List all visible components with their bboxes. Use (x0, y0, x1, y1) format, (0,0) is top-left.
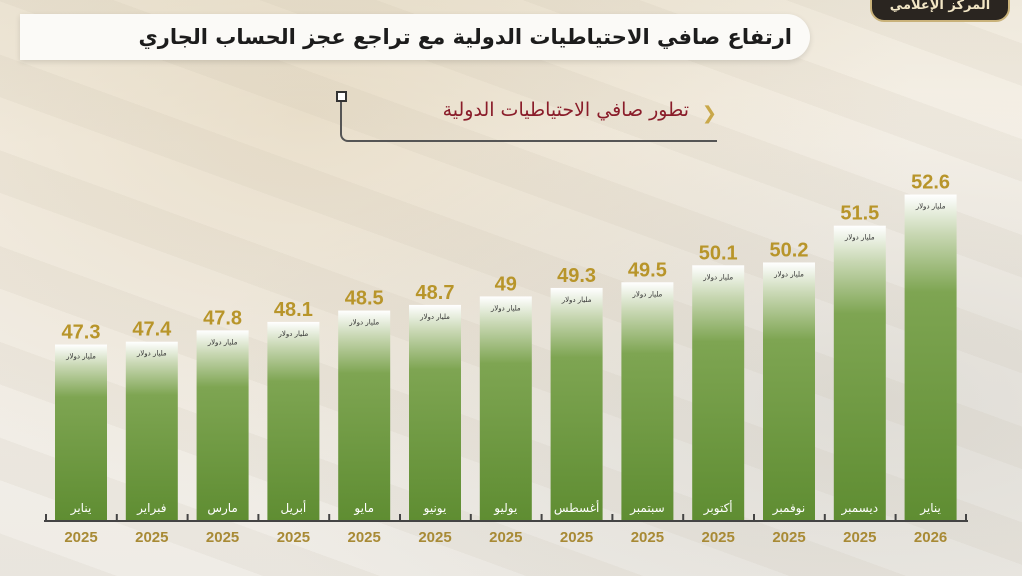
year-label: 2025 (772, 529, 805, 546)
chevron-icon: ❮ (701, 103, 717, 124)
value-label: 48.1 (274, 299, 313, 321)
value-label: 50.2 (770, 239, 809, 261)
value-label: 47.3 (62, 322, 101, 344)
month-label: أكتوبر (703, 500, 733, 516)
bar (763, 262, 815, 520)
value-label: 49.3 (557, 265, 596, 287)
unit-label: مليار دولار (136, 350, 167, 358)
unit-label: مليار دولار (702, 273, 733, 281)
bar (621, 282, 674, 520)
value-label: 52.6 (911, 172, 950, 194)
unit-label: مليار دولار (490, 304, 521, 312)
page-title: ارتفاع صافي الاحتياطيات الدولية مع تراجع… (138, 25, 792, 49)
year-label: 2025 (418, 529, 451, 546)
value-label: 49.5 (628, 259, 667, 281)
value-label: 49 (495, 273, 517, 295)
bar (833, 225, 886, 520)
bar (479, 296, 532, 520)
month-label: يناير (70, 501, 92, 516)
month-label: ديسمبر (841, 501, 879, 516)
month-label: أبريل (281, 500, 307, 516)
year-label: 2025 (206, 529, 239, 546)
year-label: 2025 (277, 529, 310, 546)
month-label: نوفمبر (772, 501, 805, 516)
year-label: 2025 (348, 529, 381, 546)
bar (550, 287, 603, 520)
year-label: 2025 (843, 529, 876, 546)
unit-label: مليار دولار (348, 319, 379, 327)
month-label: يوليو (493, 501, 517, 516)
year-label: 2025 (489, 529, 522, 546)
unit-label: مليار دولار (561, 296, 592, 304)
chart-subtitle: تطور صافي الاحتياطيات الدولية (442, 99, 689, 121)
year-label: 2025 (631, 529, 664, 546)
year-label: 2025 (135, 529, 168, 546)
unit-label: مليار دولار (915, 203, 946, 211)
unit-label: مليار دولار (207, 338, 238, 346)
year-label: 2026 (914, 529, 947, 546)
bar (904, 194, 957, 521)
bar (338, 310, 391, 520)
unit-label: مليار دولار (632, 290, 663, 298)
unit-label: مليار دولار (419, 313, 450, 321)
title-banner: ارتفاع صافي الاحتياطيات الدولية مع تراجع… (20, 14, 810, 60)
bar (409, 304, 461, 520)
value-label: 48.7 (416, 282, 455, 304)
month-label: مارس (207, 501, 238, 516)
square-marker-icon (336, 91, 347, 102)
value-label: 47.4 (132, 319, 172, 341)
bar (267, 321, 320, 520)
month-label: سبتمبر (629, 501, 664, 516)
bar (55, 344, 107, 520)
value-label: 50.1 (699, 242, 738, 264)
unit-label: مليار دولار (278, 330, 309, 338)
month-label: أغسطس (554, 500, 599, 516)
bar (196, 330, 249, 520)
value-label: 47.8 (203, 307, 242, 329)
logo: المركز الإعلامي (870, 0, 1010, 22)
unit-label: مليار دولار (65, 353, 96, 361)
subtitle-box: ❮ تطور صافي الاحتياطيات الدولية (336, 91, 717, 142)
value-label: 51.5 (840, 203, 879, 225)
month-label: فبراير (136, 501, 166, 516)
unit-label: مليار دولار (773, 270, 804, 278)
month-label: يونيو (423, 501, 447, 516)
bar (125, 341, 178, 520)
month-label: يناير (919, 501, 941, 516)
unit-label: مليار دولار (844, 234, 875, 242)
year-label: 2025 (702, 529, 735, 546)
year-label: 2025 (560, 529, 593, 546)
bar (692, 265, 745, 520)
year-label: 2025 (64, 529, 97, 546)
value-label: 48.5 (345, 288, 384, 310)
month-label: مايو (353, 501, 374, 516)
